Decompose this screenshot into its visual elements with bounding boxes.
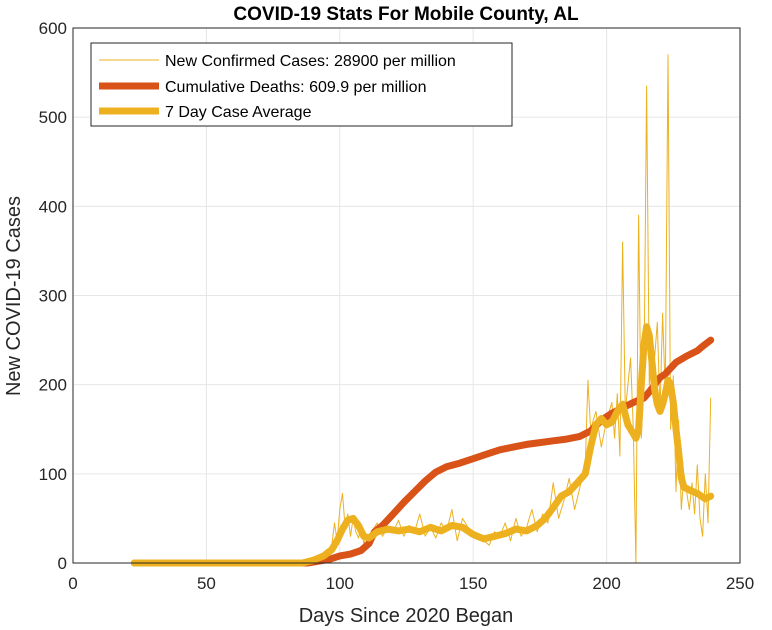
y-tick-label: 500 xyxy=(39,108,67,127)
legend-label-new-cases: New Confirmed Cases: 28900 per million xyxy=(165,53,456,70)
y-tick-label: 600 xyxy=(39,19,67,38)
y-tick-label: 300 xyxy=(39,287,67,306)
series-layer xyxy=(130,54,715,567)
x-tick-labels: 0 50 100 150 200 250 xyxy=(68,574,754,593)
legend-label-cumulative-deaths: Cumulative Deaths: 609.9 per million xyxy=(165,79,426,96)
x-tick-label: 200 xyxy=(592,574,620,593)
x-tick-label: 250 xyxy=(726,574,754,593)
plot-border xyxy=(72,27,741,564)
chart-title: COVID-19 Stats For Mobile County, AL xyxy=(233,4,579,25)
x-tick-label: 100 xyxy=(326,574,354,593)
y-axis-label: New COVID-19 Cases xyxy=(3,196,25,396)
x-axis-label: Days Since 2020 Began xyxy=(299,605,514,627)
legend-label-7-day-average: 7 Day Case Average xyxy=(165,104,312,121)
y-tick-label: 0 xyxy=(58,554,67,573)
series-line-7-day-average xyxy=(130,323,715,567)
x-tick-label: 150 xyxy=(459,574,487,593)
y-tick-label: 100 xyxy=(39,465,67,484)
legend: New Confirmed Cases: 28900 per million C… xyxy=(90,42,513,127)
x-tick-label: 0 xyxy=(68,574,77,593)
legend-box xyxy=(90,42,513,127)
y-tick-label: 200 xyxy=(39,376,67,395)
x-tick-label: 50 xyxy=(197,574,216,593)
y-tick-labels: 0 100 200 300 400 500 600 xyxy=(39,19,67,573)
y-tick-label: 400 xyxy=(39,197,67,216)
